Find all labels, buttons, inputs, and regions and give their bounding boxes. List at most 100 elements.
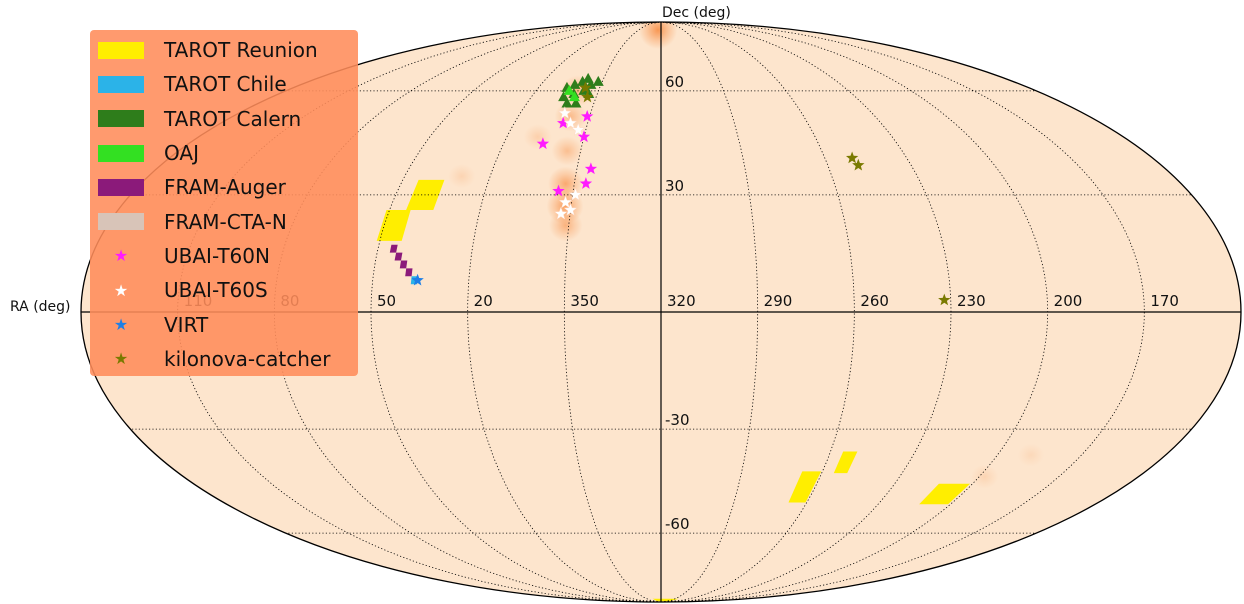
legend: TAROT Reunion TAROT Chile TAROT Calern OAJ F… — [90, 30, 358, 376]
marker-kilonova-catcher-star — [852, 158, 865, 171]
probability-blob — [523, 124, 552, 150]
star-icon: ★ — [113, 246, 129, 266]
ra-axis-title: RA (deg) — [10, 299, 71, 315]
tile-fram-auger — [405, 268, 413, 277]
marker-ubai-t60s-star — [568, 187, 583, 201]
legend-label: VIRT — [164, 312, 209, 337]
ra-gridline — [563, 22, 662, 602]
ra-gridline — [467, 22, 662, 602]
tile-tarot-reunion — [833, 451, 858, 474]
marker-tarot-calern-triangle — [570, 97, 582, 108]
legend-label: UBAI-T60N — [164, 243, 270, 268]
dec-tick-label: 60 — [665, 73, 684, 91]
ra-tick-label: 230 — [957, 292, 986, 310]
ra-tick-label: 20 — [474, 292, 493, 310]
legend-item: ★ VIRT — [90, 307, 358, 341]
legend-label: FRAM-CTA-N — [164, 209, 287, 234]
ra-tick-label: 350 — [570, 292, 599, 310]
probability-blob — [551, 136, 583, 166]
marker-ubai-t60s-star — [557, 105, 572, 119]
legend-label: TAROT Calern — [164, 106, 302, 131]
ra-gridline — [370, 22, 662, 602]
dec-tick-label: -60 — [665, 515, 690, 533]
marker-oaj-triangle — [563, 84, 575, 95]
legend-label: kilonova-catcher — [164, 346, 331, 371]
ra-gridline — [177, 22, 662, 602]
legend-item: TAROT Calern — [90, 102, 358, 136]
tile-fram-auger — [394, 252, 403, 261]
marker-ubai-t60s-star — [563, 115, 578, 129]
ra-tick-label: 200 — [1054, 292, 1083, 310]
marker-kilonova-catcher-star — [846, 151, 859, 164]
marker-layer — [411, 72, 951, 306]
legend-swatch — [98, 110, 144, 128]
star-icon: ★ — [113, 280, 129, 300]
marker-ubai-t60n-star — [579, 177, 593, 189]
marker-ubai-t60s-star — [571, 122, 586, 136]
ra-gridline — [660, 22, 1145, 602]
legend-swatch — [98, 213, 144, 231]
legend-item: ★ UBAI-T60N — [90, 239, 358, 273]
dec-tick-label: 30 — [665, 177, 684, 195]
marker-kilonova-catcher-star — [581, 90, 594, 103]
ra-tick-label: 50 — [377, 292, 396, 310]
star-icon: ★ — [113, 349, 129, 369]
marker-ubai-t60n-star — [552, 184, 565, 197]
ra-tick-label: 260 — [860, 292, 889, 310]
ra-tick-label: 290 — [764, 292, 793, 310]
ra-gridline — [660, 22, 855, 602]
tile-tarot-reunion — [376, 210, 411, 241]
tile-tarot-reunion — [652, 598, 679, 602]
marker-ubai-t60n-star — [557, 116, 570, 129]
tile-tarot-reunion — [919, 483, 970, 505]
ra-tick-label: 320 — [667, 292, 696, 310]
marker-ubai-t60s-star — [554, 206, 568, 220]
star-icon: ★ — [113, 315, 129, 335]
dec-axis-title: Dec (deg) — [662, 5, 731, 21]
probability-blob — [970, 464, 999, 489]
marker-ubai-t60n-star — [584, 162, 598, 175]
tile-tarot-reunion — [788, 471, 822, 503]
legend-item: FRAM-Auger — [90, 170, 358, 204]
marker-ubai-t60n-star — [577, 130, 591, 143]
legend-label: UBAI-T60S — [164, 278, 268, 303]
dec-tick-label: -30 — [665, 411, 690, 429]
marker-oaj-triangle — [568, 91, 580, 102]
legend-item: TAROT Chile — [90, 67, 358, 101]
legend-label: TAROT Chile — [164, 72, 287, 97]
tile-fram-auger — [399, 260, 408, 269]
legend-label: FRAM-Auger — [164, 175, 286, 200]
legend-item: FRAM-CTA-N — [90, 204, 358, 238]
probability-blob — [638, 22, 678, 50]
marker-ubai-t60n-star — [581, 110, 594, 122]
marker-ubai-t60n-star — [536, 137, 550, 150]
legend-label: TAROT Reunion — [164, 38, 318, 63]
marker-kilonova-catcher-star — [938, 293, 951, 306]
legend-swatch — [98, 41, 144, 59]
probability-blob — [548, 209, 583, 242]
marker-tarot-calern-triangle — [561, 97, 573, 108]
marker-kilonova-catcher-star — [579, 81, 592, 94]
probability-blob — [1017, 443, 1045, 467]
marker-tarot-calern-triangle — [569, 78, 581, 89]
tile-layer — [376, 179, 970, 602]
marker-tarot-calern-triangle — [592, 75, 604, 86]
ra-gridline — [660, 22, 759, 602]
sky-outline — [80, 21, 1242, 603]
legend-swatch — [98, 75, 144, 93]
legend-label: OAJ — [164, 141, 199, 166]
marker-ubai-t60s-star — [558, 195, 573, 209]
legend-item: ★ kilonova-catcher — [90, 342, 358, 376]
tile-fram-auger — [389, 244, 398, 253]
probability-blob — [448, 164, 476, 189]
legend-swatch — [98, 144, 144, 162]
marker-ubai-t60s-star — [563, 202, 578, 216]
ra-tick-label: 170 — [1150, 292, 1179, 310]
legend-item: TAROT Reunion — [90, 33, 358, 67]
legend-swatch — [98, 178, 144, 196]
legend-item: OAJ — [90, 136, 358, 170]
marker-virt-star — [411, 273, 424, 286]
legend-item: ★ UBAI-T60S — [90, 273, 358, 307]
ra-gridline — [660, 22, 952, 602]
